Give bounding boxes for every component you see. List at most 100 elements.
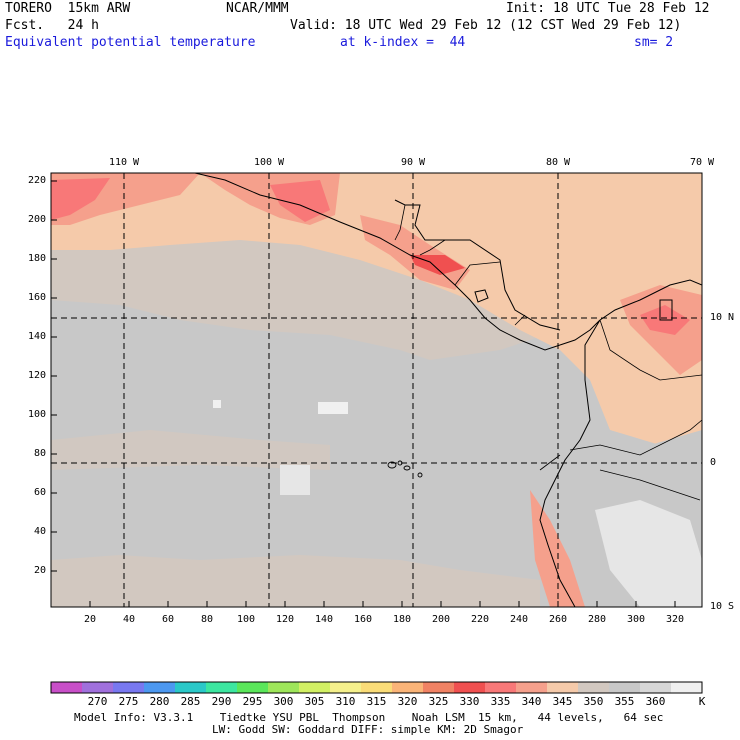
x-tick-label: 280 (587, 614, 607, 625)
colorbar-level-label: 295 (242, 695, 263, 708)
graticule (51, 173, 702, 607)
lake-nicaragua (474, 289, 489, 303)
colorbar-swatch (547, 682, 579, 693)
island-a (387, 461, 397, 469)
caribbean-coast (394, 199, 561, 331)
colorbar-swatch (454, 682, 486, 693)
lon-label-80w: 80 W (545, 157, 571, 168)
y-tick-label: 180 (27, 253, 46, 264)
colorbar-swatch (640, 682, 672, 693)
lat-label-10n: 10 N (710, 312, 735, 323)
island-c (403, 465, 411, 471)
colorbar-swatch (51, 682, 83, 693)
theta-e-field (51, 173, 702, 607)
colorbar-level-label: 345 (552, 695, 573, 708)
lake-maracaibo (659, 299, 673, 321)
x-tick-label: 180 (392, 614, 412, 625)
x-tick-label: 20 (83, 614, 97, 625)
y-tick-label: 40 (33, 526, 46, 537)
colorbar-level-label: 340 (521, 695, 542, 708)
colorbar-swatch (671, 682, 703, 693)
lon-label-110w: 110 W (108, 157, 140, 168)
colorbar-level-label: 335 (490, 695, 511, 708)
colorbar-level-label: 280 (149, 695, 170, 708)
center-name: NCAR/MMM (226, 1, 289, 16)
x-tick-label: 100 (236, 614, 256, 625)
colorbar-swatch (175, 682, 207, 693)
border-mexico-guatemala (394, 204, 406, 241)
y-tick-label: 20 (33, 565, 46, 576)
border-peru-brazil (599, 469, 701, 501)
colorbar-swatch (423, 682, 455, 693)
colorbar-swatch (609, 682, 641, 693)
colorbar-frame (50, 681, 703, 694)
model-info-line1: Model Info: V3.3.1 Tiedtke YSU PBL Thomp… (74, 711, 664, 724)
y-tick-label: 60 (33, 487, 46, 498)
colorbar-swatch (330, 682, 362, 693)
colorbar-level-label: 305 (304, 695, 325, 708)
colorbar-swatch (299, 682, 331, 693)
x-tick-label: 60 (161, 614, 175, 625)
colorbar-swatch (82, 682, 114, 693)
x-tick-label: 40 (122, 614, 136, 625)
x-tick-label: 160 (353, 614, 373, 625)
patch-360-a (318, 402, 348, 414)
lon-label-100w: 100 W (253, 157, 285, 168)
colorbar-level-label: 355 (614, 695, 635, 708)
patch-355-b (280, 465, 310, 495)
colorbar-swatch (485, 682, 517, 693)
caribbean-coast-sa (599, 279, 702, 321)
x-tick-label: 220 (470, 614, 490, 625)
x-tick-label: 320 (665, 614, 685, 625)
colorbar-level-label: 330 (459, 695, 480, 708)
colorbar-swatch (206, 682, 238, 693)
x-tick-label: 260 (548, 614, 568, 625)
colorbar-level-label: 300 (273, 695, 294, 708)
colorbar-level-label: 360 (645, 695, 666, 708)
forecast-hour: Fcst. 24 h (5, 18, 99, 33)
x-tick-label: 80 (200, 614, 214, 625)
colorbar-unit: K (698, 695, 706, 708)
x-tick-label: 200 (431, 614, 451, 625)
model-name: TORERO 15km ARW (5, 1, 131, 16)
border-honduras-nicaragua (454, 261, 501, 286)
y-tick-label: 160 (27, 292, 46, 303)
colorbar-level-label: 270 (87, 695, 108, 708)
colorbar-level-label: 320 (397, 695, 418, 708)
colorbar-swatch (392, 682, 424, 693)
y-tick-label: 100 (27, 409, 46, 420)
lon-label-90w: 90 W (400, 157, 426, 168)
x-tick-label: 120 (275, 614, 295, 625)
y-tick-label: 200 (27, 214, 46, 225)
band-355-amazon (595, 500, 702, 607)
band-340-north (51, 173, 702, 445)
y-tick-label: 80 (33, 448, 46, 459)
y-tick-label: 220 (27, 175, 46, 186)
y-tick-label: 120 (27, 370, 46, 381)
band-345-mid (51, 430, 330, 470)
model-info-line2: LW: Godd SW: Goddard DIFF: simple KM: 2D… (212, 723, 524, 736)
x-tick-label: 300 (626, 614, 646, 625)
y-tick-marks (51, 180, 57, 572)
init-time: Init: 18 UTC Tue 28 Feb 12 (506, 1, 710, 16)
map-frame (50, 172, 703, 608)
field-name: Equivalent potential temperature (5, 35, 256, 50)
y-tick-label: 140 (27, 331, 46, 342)
coastlines (194, 173, 702, 607)
x-tick-label: 140 (314, 614, 334, 625)
colorbar-swatch (268, 682, 300, 693)
colorbar-swatch (516, 682, 548, 693)
colorbar-level-label: 325 (428, 695, 449, 708)
colorbar-level-label: 285 (180, 695, 201, 708)
level-info: at k-index = 44 (340, 35, 466, 50)
lat-label-10s: 10 S (710, 601, 735, 612)
colorbar-swatch (237, 682, 269, 693)
colorbar-level-label: 275 (118, 695, 139, 708)
patch-360-c (213, 400, 221, 408)
band-345-south (51, 555, 540, 607)
colorbar-swatch (361, 682, 393, 693)
island-d (417, 472, 423, 478)
colorbar-swatch (578, 682, 610, 693)
border-nicaragua-costarica (514, 314, 526, 326)
